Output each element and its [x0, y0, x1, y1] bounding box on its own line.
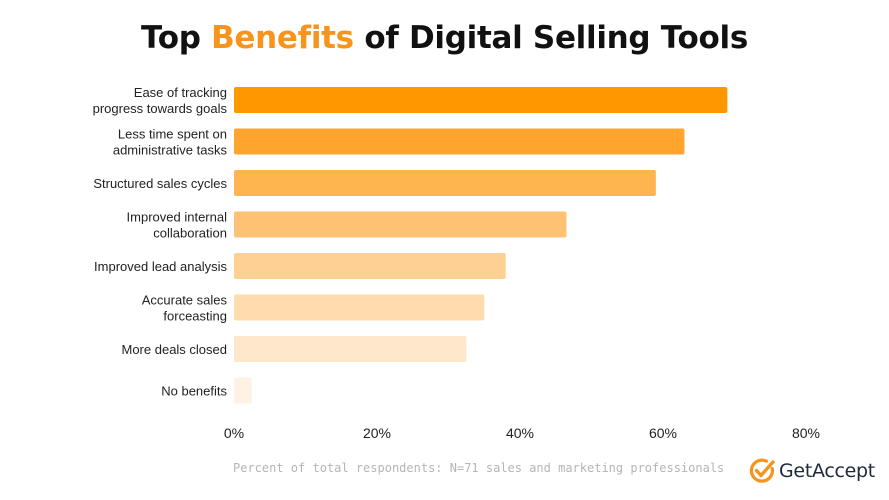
category-label-1: Less time spent on administrative tasks: [113, 127, 228, 158]
chart-title: Top Benefits of Digital Selling Tools: [0, 20, 889, 56]
category-label-line: No benefits: [161, 384, 227, 399]
category-label-line: Improved lead analysis: [94, 259, 227, 274]
bar-2: [234, 170, 656, 196]
bars-group: [234, 87, 728, 404]
bar-chart: Ease of tracking progress towards goals Le…: [93, 85, 820, 441]
x-axis-ticks: 0% 20% 40% 60% 80%: [224, 425, 820, 441]
x-tick-label: 20%: [363, 425, 391, 441]
category-label-line: Accurate sales: [142, 293, 228, 308]
bar-3: [234, 211, 567, 238]
x-tick-label: 60%: [649, 425, 677, 441]
category-label-line: collaboration: [153, 226, 227, 241]
brand-logo: GetAccept: [749, 456, 875, 486]
checkmark-circle-icon: [749, 458, 775, 483]
category-labels: Ease of tracking progress towards goals Le…: [93, 85, 228, 399]
x-tick-label: 0%: [224, 425, 244, 441]
category-label-line: Improved internal: [127, 210, 228, 225]
bar-0: [234, 87, 728, 113]
title-prefix: Top: [140, 20, 212, 56]
logo-text: GetAccept: [779, 460, 875, 482]
category-label-5: Accurate sales forceasting: [142, 293, 228, 324]
category-label-line: Structured sales cycles: [93, 176, 227, 191]
category-label-line: Ease of tracking: [134, 85, 227, 100]
bar-1: [234, 128, 685, 155]
category-label-3: Improved internal collaboration: [127, 210, 228, 241]
category-label-2: Structured sales cycles: [93, 176, 227, 191]
category-label-line: More deals closed: [122, 342, 228, 357]
category-label-7: No benefits: [161, 384, 227, 399]
category-label-line: Less time spent on: [118, 127, 227, 142]
category-label-4: Improved lead analysis: [94, 259, 227, 274]
category-label-6: More deals closed: [122, 342, 228, 357]
bar-5: [234, 294, 485, 321]
x-tick-label: 80%: [792, 425, 820, 441]
category-label-line: progress towards goals: [93, 101, 228, 116]
category-label-line: forceasting: [163, 309, 227, 324]
bar-7: [234, 377, 252, 404]
category-label-0: Ease of tracking progress towards goals: [93, 85, 228, 116]
footnote: Percent of total respondents: N=71 sales…: [233, 461, 725, 475]
category-label-line: administrative tasks: [113, 143, 228, 158]
bar-4: [234, 253, 506, 279]
title-highlight: Benefits: [211, 20, 354, 56]
bar-6: [234, 336, 467, 362]
title-suffix: of Digital Selling Tools: [353, 20, 749, 56]
x-tick-label: 40%: [506, 425, 534, 441]
